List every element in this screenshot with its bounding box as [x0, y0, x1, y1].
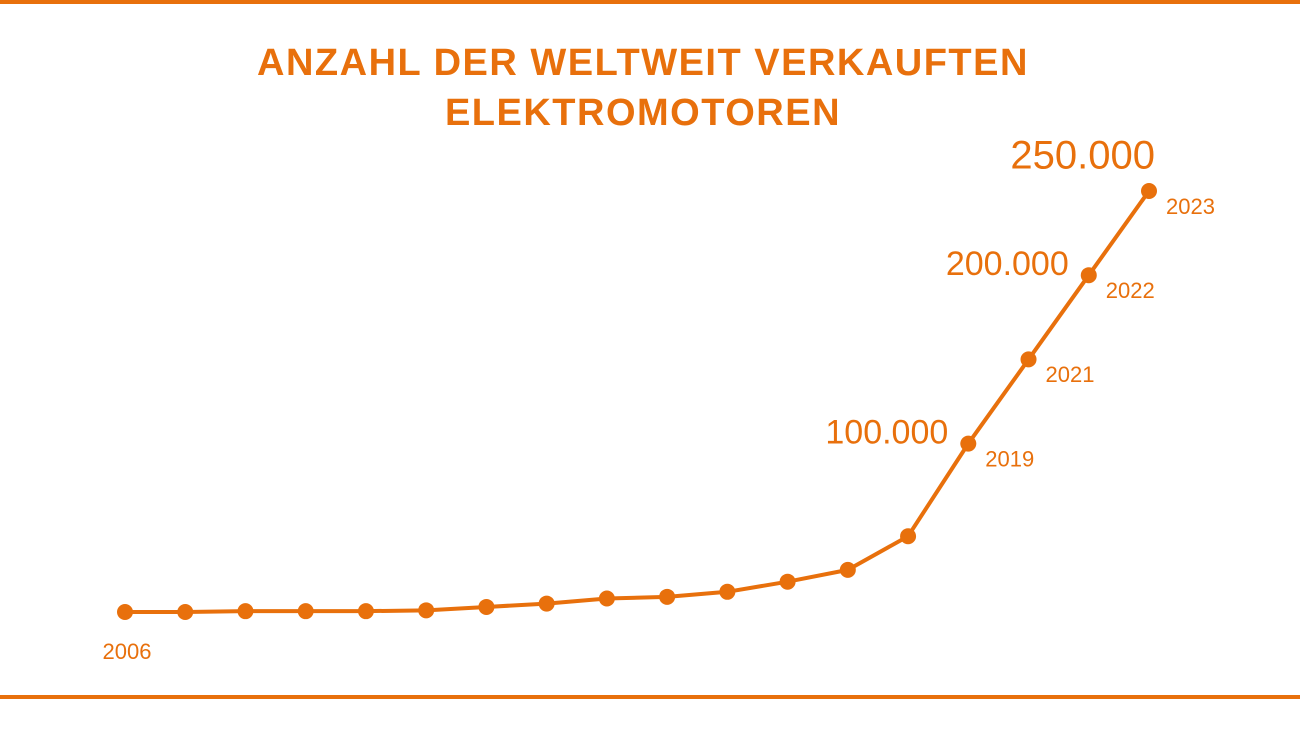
value-label: 100.000	[825, 414, 948, 452]
point	[719, 583, 736, 600]
point	[598, 590, 615, 607]
point	[297, 603, 314, 620]
point	[900, 528, 917, 545]
value-label: 250.000	[1010, 134, 1155, 178]
point	[1020, 351, 1037, 368]
point	[839, 561, 856, 578]
point	[117, 604, 133, 620]
line	[125, 189, 1151, 614]
x-label: 2022	[1106, 278, 1155, 303]
x-label: 2023	[1166, 194, 1215, 219]
chart-title: ANZAHL DER WELTWEIT VERKAUFTEN ELEKTROMO…	[257, 42, 1029, 134]
point	[779, 573, 796, 590]
point	[538, 595, 555, 612]
x-label: 2019	[985, 446, 1034, 471]
point	[659, 588, 676, 605]
x-label: 2021	[1046, 362, 1095, 387]
point	[1080, 267, 1097, 284]
point	[237, 603, 254, 620]
point	[418, 602, 435, 619]
value-label: 200.000	[946, 245, 1069, 283]
bottom-rule	[0, 695, 1300, 699]
point	[177, 604, 194, 620]
x-label: 2006	[103, 639, 152, 664]
point	[357, 603, 374, 620]
top-rule	[0, 0, 1300, 4]
point	[478, 598, 495, 615]
point	[960, 435, 977, 452]
point	[1141, 183, 1157, 199]
